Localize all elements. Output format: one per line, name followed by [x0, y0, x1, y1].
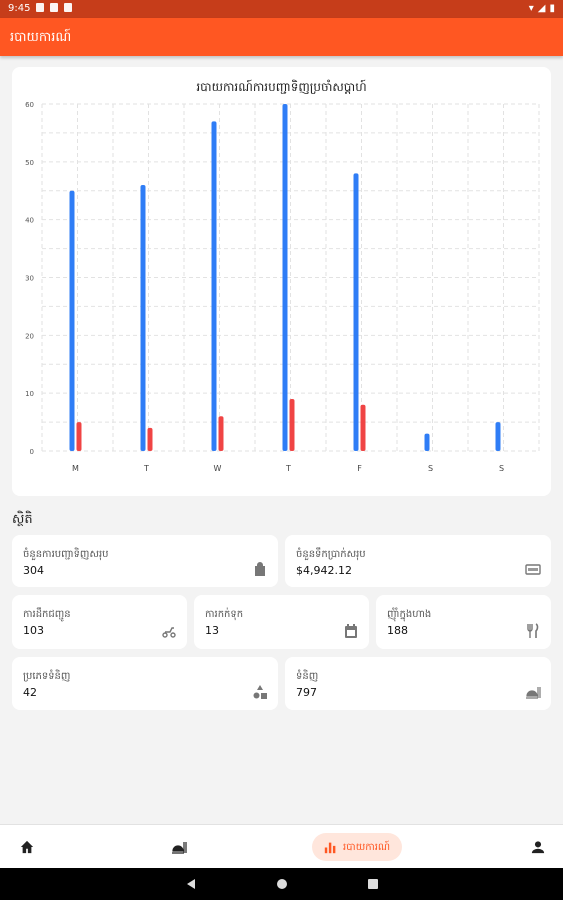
- money-icon: [525, 564, 541, 575]
- home-icon: [20, 840, 34, 854]
- bottom-navigation: របាយការណ៍: [0, 824, 563, 868]
- y-tick-label: 60: [25, 101, 34, 109]
- stat-value: 42: [23, 686, 37, 699]
- stat-value: 103: [23, 624, 44, 637]
- stat-value: 304: [23, 564, 44, 577]
- chart-title: របាយការណ៍ការបញ្ជាទិញប្រចាំសប្តាហ៍: [196, 80, 367, 94]
- stat-card-products[interactable]: ទំនិញ 797: [285, 657, 551, 710]
- status-notification-icons: [36, 3, 72, 12]
- y-tick-label: 0: [30, 448, 34, 456]
- home-circle-icon[interactable]: [276, 878, 288, 890]
- bar-series-2: [76, 422, 82, 451]
- system-navigation-bar: [0, 868, 563, 900]
- x-tick-label: F: [357, 464, 362, 473]
- signal-icon: ◢: [537, 3, 546, 14]
- food-icon: [172, 842, 187, 854]
- bar-series-1: [211, 121, 217, 451]
- x-tick-label: S: [428, 464, 433, 473]
- x-tick-label: T: [285, 464, 291, 473]
- stat-value: 797: [296, 686, 317, 699]
- stat-value: 13: [205, 624, 219, 637]
- stat-label: ប្រភេទទំនិញ: [23, 671, 71, 682]
- bar-series-1: [282, 104, 288, 451]
- nav-profile[interactable]: [529, 833, 547, 861]
- bar-series-1: [140, 184, 146, 451]
- bar-series-1: [353, 173, 359, 451]
- delivery-icon: [162, 627, 176, 638]
- y-tick-label: 30: [25, 275, 34, 283]
- status-bar: 9:45 ▾ ◢ ▮: [0, 0, 563, 18]
- recents-icon[interactable]: [367, 878, 379, 890]
- bar-series-1: [424, 433, 430, 451]
- person-icon: [531, 841, 545, 854]
- y-tick-label: 50: [25, 159, 34, 167]
- fork-knife-icon: [527, 623, 539, 638]
- bar-series-1: [495, 422, 501, 451]
- y-tick-label: 40: [25, 217, 34, 225]
- nav-reports[interactable]: របាយការណ៍: [312, 833, 403, 861]
- status-system-icons: ▾ ◢ ▮: [529, 3, 555, 14]
- x-tick-label: T: [143, 464, 149, 473]
- battery-icon: ▮: [549, 3, 555, 14]
- stat-card-total-revenue[interactable]: ចំនួនទឹកប្រាក់សរុប $4,942.12: [285, 535, 551, 587]
- x-tick-label: S: [499, 464, 504, 473]
- category-shapes-icon: [253, 685, 267, 699]
- bar-series-1: [69, 190, 75, 451]
- x-tick-label: M: [72, 464, 79, 473]
- wifi-icon: ▾: [528, 3, 534, 14]
- y-tick-label: 10: [25, 390, 34, 398]
- food-icon: [526, 687, 541, 699]
- stat-label: ចំនួនការបញ្ជាទិញសរុប: [23, 549, 109, 560]
- status-time: 9:45: [8, 3, 31, 14]
- stat-card-dine-in[interactable]: ញុំាំក្នុងហាង 188: [376, 595, 551, 649]
- stat-label: ចំនួនទឹកប្រាក់សរុប: [296, 549, 366, 560]
- app-bar: របាយការណ៍: [0, 18, 563, 56]
- bar-series-2: [147, 427, 153, 451]
- stat-card-reservations[interactable]: ការកក់ទុក 13: [194, 595, 369, 649]
- stat-label: ទំនិញ: [296, 671, 319, 682]
- bar-chart-icon: [324, 842, 336, 853]
- nav-reports-label: របាយការណ៍: [343, 841, 391, 853]
- bar-series-2: [360, 404, 366, 451]
- shopping-bag-icon: [255, 562, 265, 576]
- page-title: របាយការណ៍: [10, 30, 72, 45]
- x-tick-label: W: [214, 464, 222, 473]
- nav-home[interactable]: [18, 833, 36, 861]
- weekly-orders-chart-card: របាយការណ៍ការបញ្ជាទិញប្រចាំសប្តាហ៍ 0 10 20 3…: [12, 67, 551, 496]
- stat-value: $4,942.12: [296, 564, 352, 577]
- bar-series-2: [218, 416, 224, 451]
- stat-label: ការដឹកជញ្ជូន: [23, 609, 71, 620]
- weekly-orders-chart: 0 10 20 30 40 50 60 M T W T F S S: [25, 101, 540, 473]
- stat-label: ញុំាំក្នុងហាង: [387, 609, 432, 620]
- stat-value: 188: [387, 624, 408, 637]
- stats-section-title: ស្ថិតិ: [12, 512, 33, 527]
- nav-products[interactable]: [170, 833, 188, 861]
- back-icon[interactable]: [185, 878, 197, 890]
- stat-card-delivery[interactable]: ការដឹកជញ្ជូន 103: [12, 595, 187, 649]
- y-tick-label: 20: [25, 332, 34, 340]
- stat-label: ការកក់ទុក: [205, 609, 244, 620]
- stat-card-total-orders[interactable]: ចំនួនការបញ្ជាទិញសរុប 304: [12, 535, 278, 587]
- bar-series-2: [289, 398, 295, 451]
- calendar-icon: [345, 624, 357, 638]
- stat-card-categories[interactable]: ប្រភេទទំនិញ 42: [12, 657, 278, 710]
